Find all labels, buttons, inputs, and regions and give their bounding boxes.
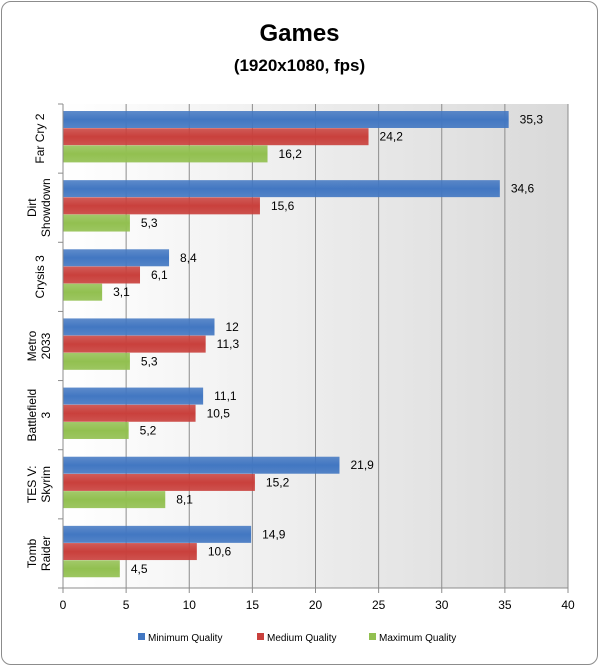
data-label: 8,1 bbox=[176, 493, 193, 507]
chart-title: Games bbox=[259, 20, 340, 47]
category-label: Metro2033 bbox=[25, 330, 53, 361]
data-label: 5,3 bbox=[141, 216, 158, 230]
bar bbox=[63, 560, 120, 578]
data-label: 5,2 bbox=[140, 423, 157, 437]
x-tick-label: 15 bbox=[246, 598, 260, 612]
category-label: Battlefield3 bbox=[25, 389, 53, 442]
legend-swatch bbox=[138, 633, 145, 640]
x-tick-label: 35 bbox=[498, 598, 512, 612]
data-label: 24,2 bbox=[380, 130, 404, 144]
legend-label: Medium Quality bbox=[267, 633, 336, 644]
category-label-line: Raider bbox=[39, 536, 53, 571]
legend-swatch bbox=[369, 633, 376, 640]
category-label-line: Crysis 3 bbox=[33, 255, 47, 299]
bar bbox=[63, 404, 196, 422]
data-label: 15,6 bbox=[271, 199, 295, 213]
data-label: 14,9 bbox=[262, 527, 286, 541]
data-label: 10,5 bbox=[207, 406, 231, 420]
x-tick-label: 30 bbox=[435, 598, 449, 612]
x-tick-label: 20 bbox=[309, 598, 323, 612]
bar bbox=[63, 266, 141, 284]
bar bbox=[63, 318, 215, 336]
x-tick-label: 10 bbox=[183, 598, 197, 612]
bar bbox=[63, 180, 500, 198]
chart-subtitle: (1920x1080, fps) bbox=[233, 56, 366, 75]
data-label: 16,2 bbox=[279, 147, 303, 161]
bar bbox=[63, 214, 130, 232]
legend-swatch bbox=[257, 633, 264, 640]
data-label: 5,3 bbox=[141, 354, 158, 368]
bar bbox=[63, 128, 369, 146]
data-label: 10,6 bbox=[208, 545, 232, 559]
category-label: Far Cry 2 bbox=[33, 113, 47, 163]
category-label-line: Tomb bbox=[25, 538, 39, 568]
bar bbox=[63, 111, 509, 128]
bar bbox=[63, 145, 268, 163]
category-label-line: Showdown bbox=[39, 178, 53, 237]
bar bbox=[63, 473, 255, 491]
legend-label: Minimum Quality bbox=[148, 633, 222, 644]
x-tick-label: 0 bbox=[60, 598, 67, 612]
x-tick-label: 40 bbox=[561, 598, 575, 612]
category-label: TombRaider bbox=[25, 536, 53, 571]
bar bbox=[63, 283, 103, 301]
category-label-line: 2033 bbox=[39, 332, 53, 359]
bar bbox=[63, 525, 252, 543]
category-label-line: TES V: bbox=[25, 465, 39, 503]
bar bbox=[63, 456, 340, 474]
x-tick-label: 5 bbox=[123, 598, 130, 612]
bar bbox=[63, 197, 260, 215]
category-label-line: Skyrim bbox=[39, 466, 53, 503]
bar bbox=[63, 421, 129, 439]
category-label-line: Metro bbox=[25, 330, 39, 361]
bar bbox=[63, 491, 166, 509]
data-label: 21,9 bbox=[350, 458, 374, 472]
category-label: DirtShowdown bbox=[25, 178, 53, 237]
category-label-line: Dirt bbox=[25, 198, 39, 217]
legend-label: Maximum Quality bbox=[379, 633, 456, 644]
data-label: 11,3 bbox=[217, 337, 240, 351]
data-label: 3,1 bbox=[113, 285, 130, 299]
bar bbox=[63, 352, 130, 370]
data-label: 12 bbox=[226, 320, 240, 334]
data-label: 6,1 bbox=[151, 268, 168, 282]
category-label: TES V:Skyrim bbox=[25, 465, 53, 503]
data-label: 8,4 bbox=[180, 251, 197, 265]
data-label: 35,3 bbox=[520, 113, 544, 127]
category-label-line: Far Cry 2 bbox=[33, 113, 47, 163]
bar bbox=[63, 335, 206, 353]
bar bbox=[63, 543, 197, 561]
category-label-line: 3 bbox=[39, 411, 53, 418]
data-label: 11,1 bbox=[214, 389, 237, 403]
bar bbox=[63, 249, 170, 267]
data-label: 34,6 bbox=[511, 182, 535, 196]
data-label: 15,2 bbox=[266, 475, 290, 489]
category-label-line: Battlefield bbox=[25, 389, 39, 442]
category-label: Crysis 3 bbox=[33, 255, 47, 299]
data-label: 4,5 bbox=[131, 562, 148, 576]
bar bbox=[63, 387, 204, 405]
x-tick-label: 25 bbox=[372, 598, 386, 612]
